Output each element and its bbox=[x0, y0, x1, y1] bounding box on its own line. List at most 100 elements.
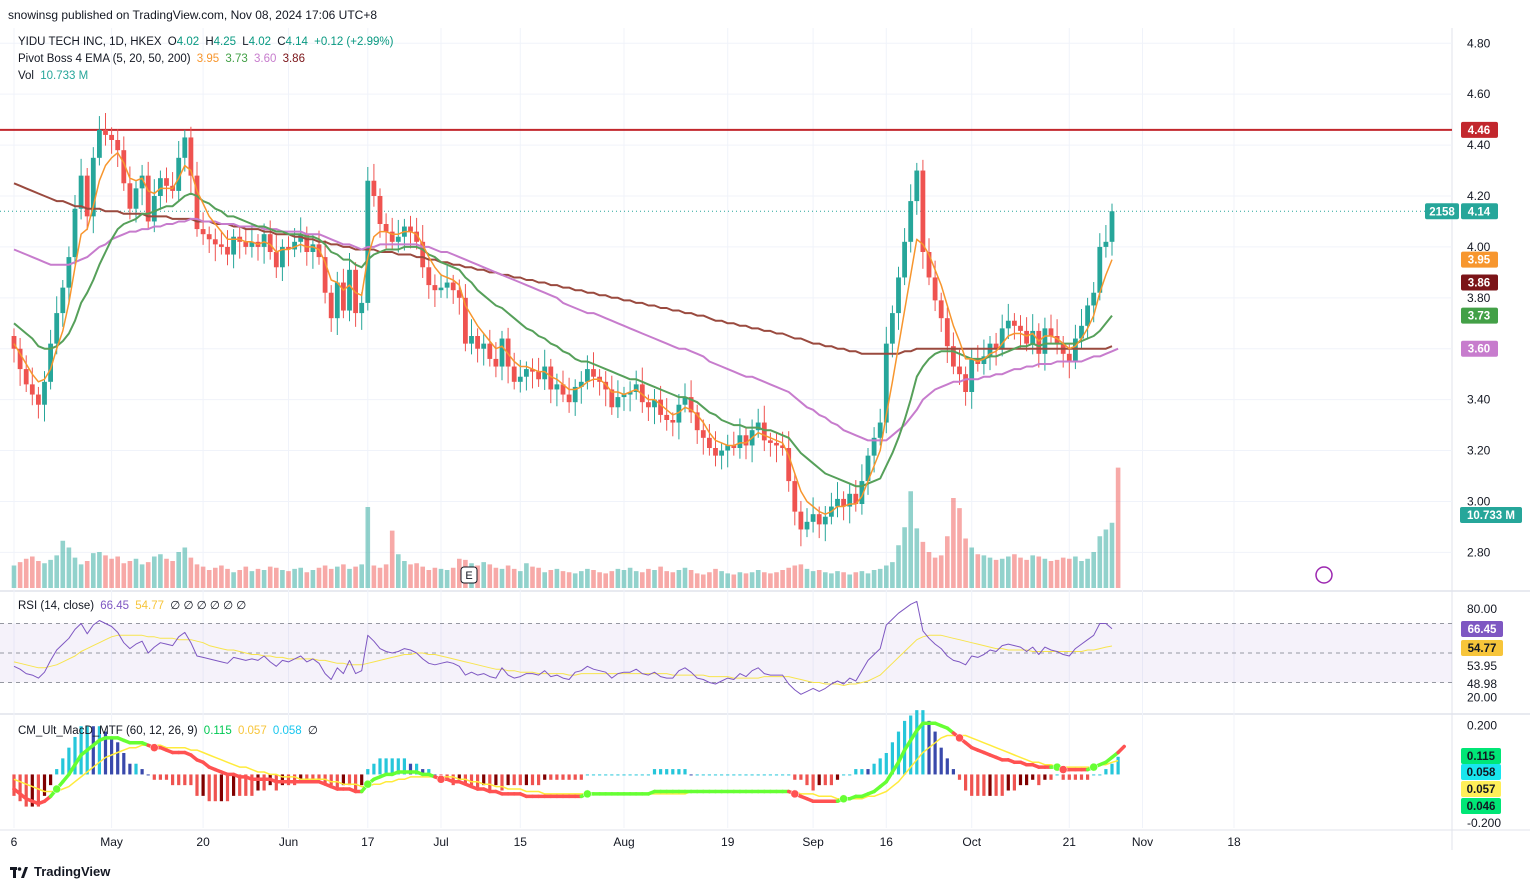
macd-histogram-bar bbox=[1067, 774, 1071, 780]
tradingview-logo-icon bbox=[10, 866, 28, 878]
candle-body bbox=[530, 369, 535, 372]
macd-pane[interactable] bbox=[12, 710, 1126, 807]
macd-histogram-bar bbox=[713, 774, 718, 776]
candle-body bbox=[408, 226, 413, 232]
candle-body bbox=[1066, 353, 1072, 362]
symbol-name[interactable]: YIDU TECH INC, 1D, HKEX bbox=[18, 36, 162, 48]
price-axis-label-bg bbox=[1461, 340, 1498, 357]
volume-bar bbox=[725, 573, 730, 588]
macd-signal-line bbox=[13, 734, 1119, 800]
signal-value: 0.057 bbox=[237, 725, 267, 737]
macd-histogram-bar bbox=[817, 774, 821, 786]
rsi-empty-values: ∅ ∅ ∅ ∅ ∅ ∅ bbox=[170, 600, 247, 612]
volume-bar bbox=[371, 565, 377, 588]
macd-histogram-bar bbox=[36, 774, 40, 807]
macd-tick-label: 0.200 bbox=[1467, 719, 1497, 733]
candle-body bbox=[676, 404, 682, 423]
volume-bar bbox=[920, 541, 926, 588]
candle-body bbox=[188, 137, 194, 176]
volume-bar bbox=[743, 573, 749, 588]
price-axis-label-bg bbox=[1461, 203, 1498, 220]
candle-body bbox=[920, 170, 926, 252]
volume-bar bbox=[633, 571, 639, 588]
volume-bar bbox=[219, 565, 224, 588]
macd-histogram-bar bbox=[500, 774, 504, 791]
macd-histogram-bar bbox=[976, 774, 980, 796]
volume-bar bbox=[347, 568, 352, 588]
macd-histogram-bar bbox=[805, 774, 809, 786]
macd-histogram-bar bbox=[512, 774, 516, 786]
volume-bar bbox=[182, 547, 188, 588]
time-tick-label: 20 bbox=[196, 835, 210, 849]
price-axis-label-bg bbox=[1461, 251, 1498, 268]
price-pane[interactable]: E bbox=[0, 113, 1452, 588]
macd-histogram-bar bbox=[305, 774, 309, 780]
ema5-line bbox=[13, 151, 1113, 515]
candle-body bbox=[48, 343, 53, 382]
time-tick-label: 16 bbox=[880, 835, 894, 849]
candle-body bbox=[969, 358, 975, 392]
macd-histogram-bar bbox=[610, 774, 614, 776]
macd-histogram-bar bbox=[494, 774, 498, 786]
volume-bar bbox=[261, 570, 267, 588]
volume-bar bbox=[274, 567, 279, 588]
macd-histogram-bar bbox=[354, 774, 358, 791]
rsi-legend[interactable]: RSI (14, close) 66.45 54.77 ∅ ∅ ∅ ∅ ∅ ∅ bbox=[18, 598, 249, 612]
macd-histogram-bar bbox=[646, 774, 650, 776]
candle-body bbox=[438, 287, 444, 291]
volume-bar bbox=[426, 570, 432, 588]
macd-histogram-bar bbox=[390, 758, 394, 775]
candle-body bbox=[1018, 325, 1023, 331]
macd-histogram-bar bbox=[24, 774, 28, 807]
candle-body bbox=[121, 150, 127, 184]
volume-bar bbox=[115, 556, 120, 588]
volume-bar bbox=[957, 508, 962, 588]
rsi-tick-label: 20.00 bbox=[1467, 690, 1497, 704]
brand-name: TradingView bbox=[34, 864, 111, 879]
time-tick-label: 6 bbox=[11, 835, 18, 849]
volume-bar bbox=[298, 567, 303, 588]
macd-histogram-bar bbox=[341, 774, 345, 786]
macd-histogram-bar bbox=[201, 774, 205, 796]
ema-legend[interactable]: Pivot Boss 4 EMA (5, 20, 50, 200) 3.95 3… bbox=[18, 53, 308, 65]
volume-bar bbox=[749, 572, 755, 588]
time-tick-label: Sep bbox=[802, 835, 824, 849]
candle-body bbox=[1048, 328, 1054, 336]
high-label: H bbox=[205, 36, 214, 48]
candle-body bbox=[713, 448, 718, 456]
candle-body bbox=[84, 175, 90, 217]
volume-bar bbox=[1018, 557, 1023, 588]
volume-bar bbox=[981, 555, 987, 588]
macd-histogram-bar bbox=[1000, 774, 1004, 796]
macd-legend[interactable]: CM_Ult_MacD_MTF (60, 12, 26, 9) 0.115 0.… bbox=[18, 723, 321, 737]
volume-bar bbox=[646, 568, 651, 588]
volume-bar bbox=[237, 570, 242, 588]
macd-histogram-bar bbox=[659, 769, 663, 775]
price-tick-label: 4.60 bbox=[1467, 87, 1491, 101]
rsi-pane[interactable] bbox=[0, 600, 1452, 695]
candle-body bbox=[1030, 330, 1036, 344]
volume-bar bbox=[1079, 561, 1084, 588]
candle-body bbox=[298, 234, 304, 242]
macd-histogram-bar bbox=[585, 774, 589, 776]
candle-body bbox=[243, 241, 249, 247]
macd-histogram-bar bbox=[915, 710, 919, 775]
volume-bar bbox=[91, 553, 96, 588]
volume-bar bbox=[926, 552, 932, 588]
rsi-tick-label: 80.00 bbox=[1467, 602, 1497, 616]
time-tick-label: Nov bbox=[1132, 835, 1153, 849]
high-value: 4.25 bbox=[213, 36, 237, 48]
macd-histogram-bar bbox=[518, 774, 522, 786]
candle-body bbox=[578, 381, 584, 387]
macd-histogram-bar bbox=[848, 774, 852, 776]
volume-legend[interactable]: Vol 10.733 M bbox=[18, 70, 91, 82]
volume-bar bbox=[408, 564, 413, 588]
macd-histogram-bar bbox=[1025, 774, 1029, 786]
volume-bar bbox=[585, 568, 590, 588]
volume-bar bbox=[951, 498, 956, 588]
tradingview-logo[interactable]: TradingView bbox=[10, 864, 110, 879]
volume-bar bbox=[292, 568, 297, 588]
candle-body bbox=[310, 244, 316, 252]
volume-bar bbox=[774, 572, 779, 588]
